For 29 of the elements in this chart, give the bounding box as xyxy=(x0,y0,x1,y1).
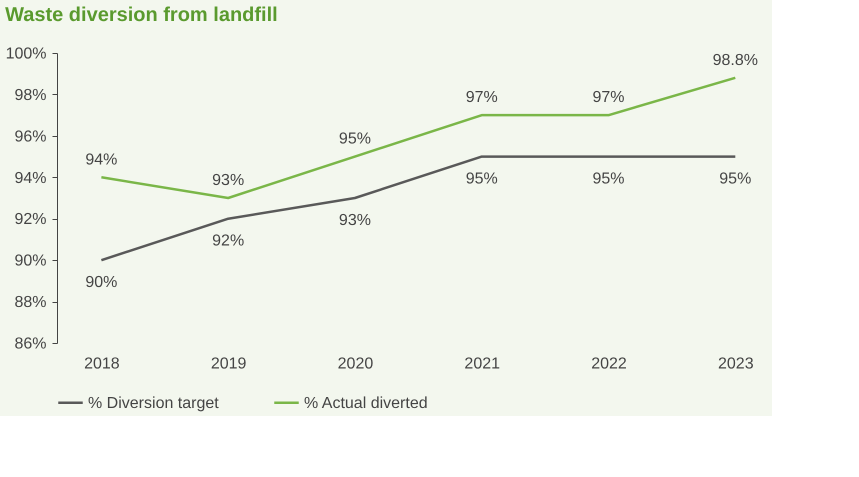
x-tick-label: 2021 xyxy=(464,356,500,372)
y-tick-label: 96% xyxy=(14,128,46,146)
data-label: 95% xyxy=(466,170,498,188)
data-label: 93% xyxy=(212,172,244,189)
data-label: 97% xyxy=(466,89,498,106)
y-tick-label: 86% xyxy=(14,336,46,352)
y-tick-label: 98% xyxy=(14,86,46,104)
data-label: 93% xyxy=(338,212,371,229)
x-tick-label: 2018 xyxy=(84,356,120,372)
y-tick-label: 92% xyxy=(14,211,46,228)
data-label: 98.8% xyxy=(712,52,758,69)
y-tick-label: 90% xyxy=(14,252,46,270)
data-label: 97% xyxy=(592,89,625,106)
y-tick-label: 94% xyxy=(14,170,46,187)
legend-label: % Actual diverted xyxy=(304,394,428,412)
data-label: 92% xyxy=(212,232,244,250)
x-tick-label: 2022 xyxy=(591,356,627,372)
data-label: 94% xyxy=(85,151,118,168)
y-tick-label: 100% xyxy=(6,46,46,62)
x-tick-label: 2023 xyxy=(718,356,754,372)
data-label: 90% xyxy=(85,274,118,292)
x-tick-label: 2020 xyxy=(338,356,374,372)
data-label: 95% xyxy=(592,170,625,188)
x-tick-label: 2019 xyxy=(210,356,247,372)
y-tick-label: 88% xyxy=(14,294,46,312)
data-label: 95% xyxy=(719,170,752,188)
chart-title: Waste diversion from landfill xyxy=(5,4,278,26)
legend-label: % Diversion target xyxy=(88,394,220,412)
data-label: 95% xyxy=(338,130,371,148)
